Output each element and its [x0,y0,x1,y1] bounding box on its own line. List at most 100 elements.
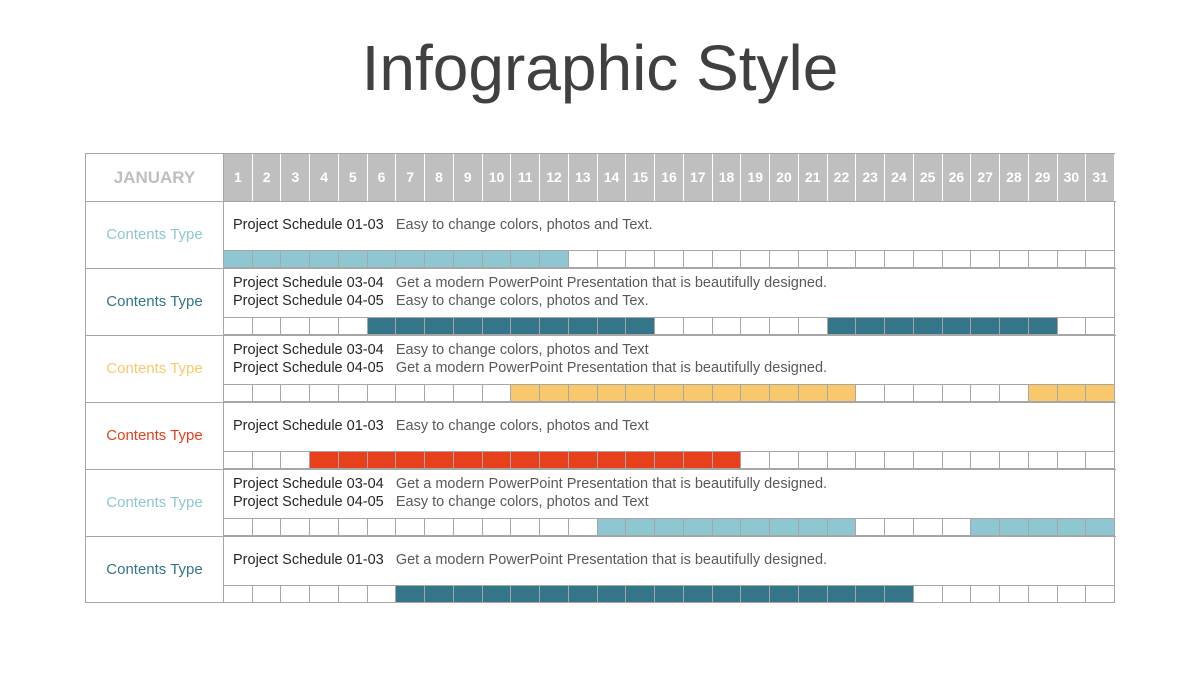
day-header-19: 19 [741,154,771,201]
day-cell-filled [798,384,828,402]
day-cell-filled [540,585,569,603]
day-header-10: 10 [482,154,512,201]
day-cell-filled [885,585,914,603]
schedule-text-line: Project Schedule 01-03 Get a modern Powe… [233,552,827,568]
day-cell [1057,250,1087,268]
day-cell [741,317,771,335]
day-cell [655,317,684,335]
day-cell-filled [453,317,483,335]
schedule-text-line: Project Schedule 03-04 Get a modern Powe… [233,476,827,492]
day-cell-filled [482,250,512,268]
schedule-description: Easy to change colors, photos and Tex. [395,293,649,309]
day-cell-filled [655,451,684,469]
day-cell [885,451,914,469]
day-cell-filled [626,518,656,536]
day-cell-filled [597,317,627,335]
day-cell-filled [511,250,541,268]
day-header-17: 17 [683,154,713,201]
day-cell-filled [367,451,397,469]
day-cell-filled [511,317,541,335]
day-cell-filled [540,317,569,335]
day-cell-filled [712,518,742,536]
day-cell-filled [568,585,598,603]
day-cell [683,317,713,335]
day-header-14: 14 [597,154,627,201]
day-cell-filled [885,317,914,335]
schedule-description: Easy to change colors, photos and Text [395,494,649,510]
schedule-grid: JANUARY 1 2 3 4 5 6 7 8 9 10 11 12 13 14 15 16 17 18 19 20 2… [85,153,1116,603]
day-cell-filled [396,250,426,268]
day-cell [396,384,426,402]
page-title: Infographic Style [361,32,839,104]
day-header-27: 27 [971,154,1001,201]
day-cell-filled [655,518,684,536]
day-cell [741,250,771,268]
schedule-row: Contents Type Project Schedule 01-03 Get … [86,536,1116,603]
day-cell [827,451,857,469]
day-cell-filled [1057,384,1087,402]
day-header-28: 28 [1000,154,1029,201]
day-cell [1057,585,1087,603]
day-cell [1000,585,1029,603]
day-cell-filled [626,317,656,335]
day-cell [310,317,339,335]
day-cell-filled [798,585,828,603]
day-cell [1000,384,1029,402]
day-cell-filled [511,451,541,469]
day-cell-filled [453,585,483,603]
day-cell [367,585,397,603]
schedule-description: Get a modern PowerPoint Presentation tha… [395,476,828,492]
day-header-25: 25 [913,154,943,201]
row-label: Contents Type [86,537,224,603]
day-cell-filled [310,250,339,268]
day-cell-filled [827,317,857,335]
day-cell-filled [683,384,713,402]
day-cell [425,384,454,402]
day-cell [1028,451,1058,469]
day-cell [252,384,282,402]
row-label: Contents Type [86,403,224,469]
day-cell [1000,451,1029,469]
day-cell [367,384,397,402]
day-cell-filled [827,585,857,603]
day-cell-filled [971,518,1001,536]
day-cell [310,585,339,603]
row-label: Contents Type [86,470,224,536]
day-cell [1086,317,1115,335]
day-cell [338,518,368,536]
day-cell-filled [1000,317,1029,335]
day-cell [252,518,282,536]
day-cell [281,384,311,402]
day-cell [942,250,972,268]
day-header-13: 13 [568,154,598,201]
day-cells [224,250,1115,268]
day-cell [856,451,886,469]
day-cell [885,518,914,536]
day-cell-filled [942,317,972,335]
day-cell-filled [1028,317,1058,335]
schedule-row: Contents Type Project Schedule 03-04 Get … [86,469,1116,536]
schedule-row: Contents Type Project Schedule 01-03 Easy… [86,402,1116,469]
day-cell [770,317,799,335]
day-cell [453,384,483,402]
day-cell-filled [568,384,598,402]
day-cell-filled [626,585,656,603]
day-header-20: 20 [770,154,799,201]
day-cell-filled [683,585,713,603]
day-cell-filled [770,518,799,536]
day-cell [252,585,282,603]
day-cell-filled [367,250,397,268]
day-cell [770,250,799,268]
day-cell [252,451,282,469]
day-cell-filled [396,317,426,335]
day-cell [913,451,943,469]
day-cells [224,585,1115,603]
schedule-name: Project Schedule 04-05 [233,360,384,376]
day-cell-filled [453,451,483,469]
day-header-9: 9 [453,154,483,201]
day-cell [540,518,569,536]
day-cell-filled [281,250,311,268]
day-cell [281,451,311,469]
day-cell [1086,451,1115,469]
schedule-name: Project Schedule 01-03 [233,217,384,233]
